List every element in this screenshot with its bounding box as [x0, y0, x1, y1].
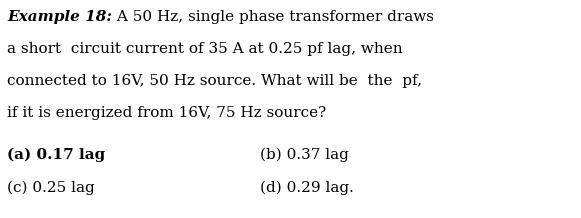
Text: (d) 0.29 lag.: (d) 0.29 lag.	[260, 181, 354, 195]
Text: (c) 0.25 lag: (c) 0.25 lag	[7, 181, 95, 195]
Text: connected to 16V, 50 Hz source. What will be  the  pf,: connected to 16V, 50 Hz source. What wil…	[7, 74, 422, 88]
Text: if it is energized from 16V, 75 Hz source?: if it is energized from 16V, 75 Hz sourc…	[7, 106, 326, 120]
Text: A 50 Hz, single phase transformer draws: A 50 Hz, single phase transformer draws	[112, 10, 434, 24]
Text: Example 18:: Example 18:	[7, 10, 112, 24]
Text: (a) 0.17 lag: (a) 0.17 lag	[7, 148, 105, 162]
Text: a short  circuit current of 35 A at 0.25 pf lag, when: a short circuit current of 35 A at 0.25 …	[7, 42, 403, 56]
Text: (b) 0.37 lag: (b) 0.37 lag	[260, 148, 349, 162]
